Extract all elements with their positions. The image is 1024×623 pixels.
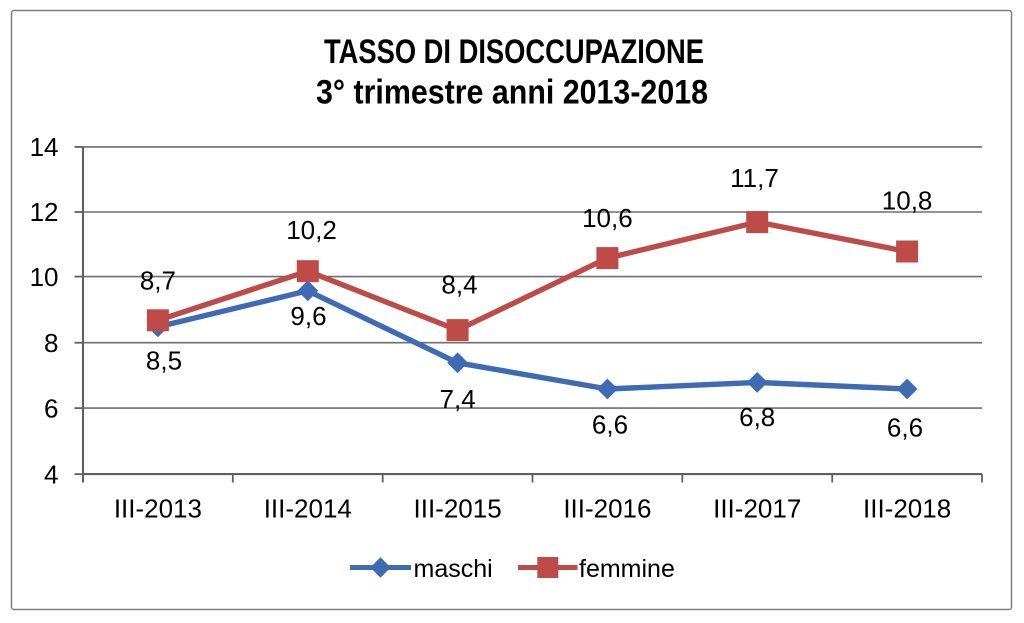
- svg-text:3° trimestre anni 2013-2018: 3° trimestre anni 2013-2018: [316, 74, 708, 112]
- svg-text:4: 4: [44, 459, 58, 489]
- svg-text:8,5: 8,5: [146, 345, 182, 375]
- svg-text:10: 10: [30, 262, 59, 292]
- svg-text:TASSO DI DISOCCUPAZIONE: TASSO DI DISOCCUPAZIONE: [324, 33, 704, 71]
- svg-text:14: 14: [30, 132, 59, 162]
- svg-text:8,4: 8,4: [441, 270, 477, 300]
- svg-text:III-2017: III-2017: [713, 494, 801, 524]
- svg-text:11,7: 11,7: [730, 163, 779, 193]
- svg-text:6,6: 6,6: [887, 413, 923, 443]
- svg-text:femmine: femmine: [579, 555, 675, 583]
- svg-text:III-2014: III-2014: [264, 494, 352, 524]
- svg-text:9,6: 9,6: [290, 301, 326, 331]
- svg-text:maschi: maschi: [414, 555, 493, 583]
- svg-text:10,6: 10,6: [582, 203, 633, 233]
- svg-text:10,8: 10,8: [882, 186, 933, 216]
- svg-text:6: 6: [44, 393, 58, 423]
- svg-text:III-2013: III-2013: [114, 494, 202, 524]
- svg-text:III-2015: III-2015: [414, 494, 502, 524]
- svg-text:III-2016: III-2016: [563, 494, 651, 524]
- svg-text:III-2018: III-2018: [863, 494, 951, 524]
- svg-text:12: 12: [30, 197, 59, 227]
- svg-text:6,8: 6,8: [739, 402, 775, 432]
- svg-text:8,7: 8,7: [140, 266, 176, 296]
- svg-text:8: 8: [44, 328, 58, 358]
- svg-text:7,4: 7,4: [440, 384, 476, 414]
- svg-text:6,6: 6,6: [592, 410, 628, 440]
- svg-text:10,2: 10,2: [286, 215, 337, 245]
